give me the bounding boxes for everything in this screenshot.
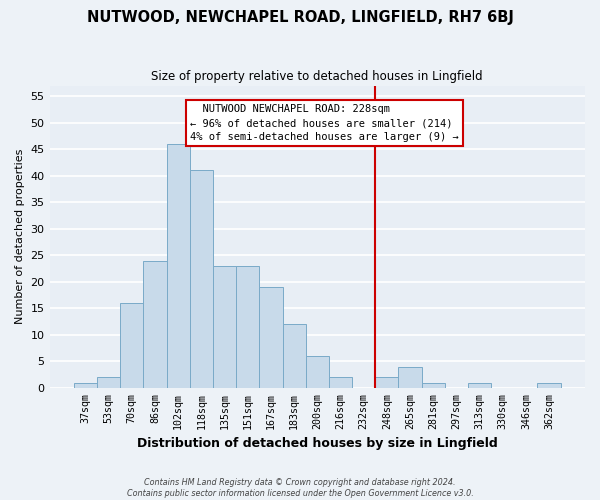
Bar — [305, 356, 329, 388]
Bar — [259, 287, 283, 388]
Text: NUTWOOD, NEWCHAPEL ROAD, LINGFIELD, RH7 6BJ: NUTWOOD, NEWCHAPEL ROAD, LINGFIELD, RH7 … — [86, 10, 514, 25]
Bar — [468, 382, 491, 388]
Bar — [538, 382, 560, 388]
Bar — [236, 266, 259, 388]
Bar — [74, 382, 97, 388]
Bar — [422, 382, 445, 388]
Bar — [167, 144, 190, 388]
Bar — [97, 377, 120, 388]
Bar — [143, 260, 167, 388]
Bar — [283, 324, 305, 388]
Text: NUTWOOD NEWCHAPEL ROAD: 228sqm  
← 96% of detached houses are smaller (214)
4% o: NUTWOOD NEWCHAPEL ROAD: 228sqm ← 96% of … — [190, 104, 458, 142]
Bar — [213, 266, 236, 388]
Y-axis label: Number of detached properties: Number of detached properties — [15, 149, 25, 324]
X-axis label: Distribution of detached houses by size in Lingfield: Distribution of detached houses by size … — [137, 437, 497, 450]
Bar — [375, 377, 398, 388]
Bar — [120, 303, 143, 388]
Text: Contains HM Land Registry data © Crown copyright and database right 2024.
Contai: Contains HM Land Registry data © Crown c… — [127, 478, 473, 498]
Bar — [329, 377, 352, 388]
Title: Size of property relative to detached houses in Lingfield: Size of property relative to detached ho… — [151, 70, 483, 83]
Bar — [190, 170, 213, 388]
Bar — [398, 366, 422, 388]
